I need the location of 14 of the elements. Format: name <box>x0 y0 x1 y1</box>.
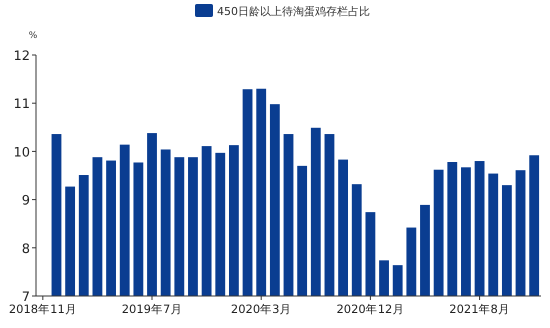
x-tick-label: 2018年11月 <box>8 302 77 316</box>
legend-label: 450日龄以上待淘蛋鸡存栏占比 <box>217 5 370 18</box>
legend: 450日龄以上待淘蛋鸡存栏占比 <box>195 4 370 18</box>
y-tick-label: 8 <box>22 242 30 257</box>
y-axis-title: % <box>28 31 38 41</box>
x-tick-label: 2021年8月 <box>449 302 510 316</box>
y-tick-label: 7 <box>22 290 30 305</box>
x-tick-label: 2019年7月 <box>122 302 182 316</box>
y-tick-label: 9 <box>22 194 30 209</box>
y-tick-label: 11 <box>13 97 30 112</box>
x-tick-label: 2020年12月 <box>336 302 404 316</box>
y-tick-label: 10 <box>13 145 30 160</box>
y-tick-label: 12 <box>13 49 30 64</box>
x-tick-label: 2020年3月 <box>230 302 292 316</box>
